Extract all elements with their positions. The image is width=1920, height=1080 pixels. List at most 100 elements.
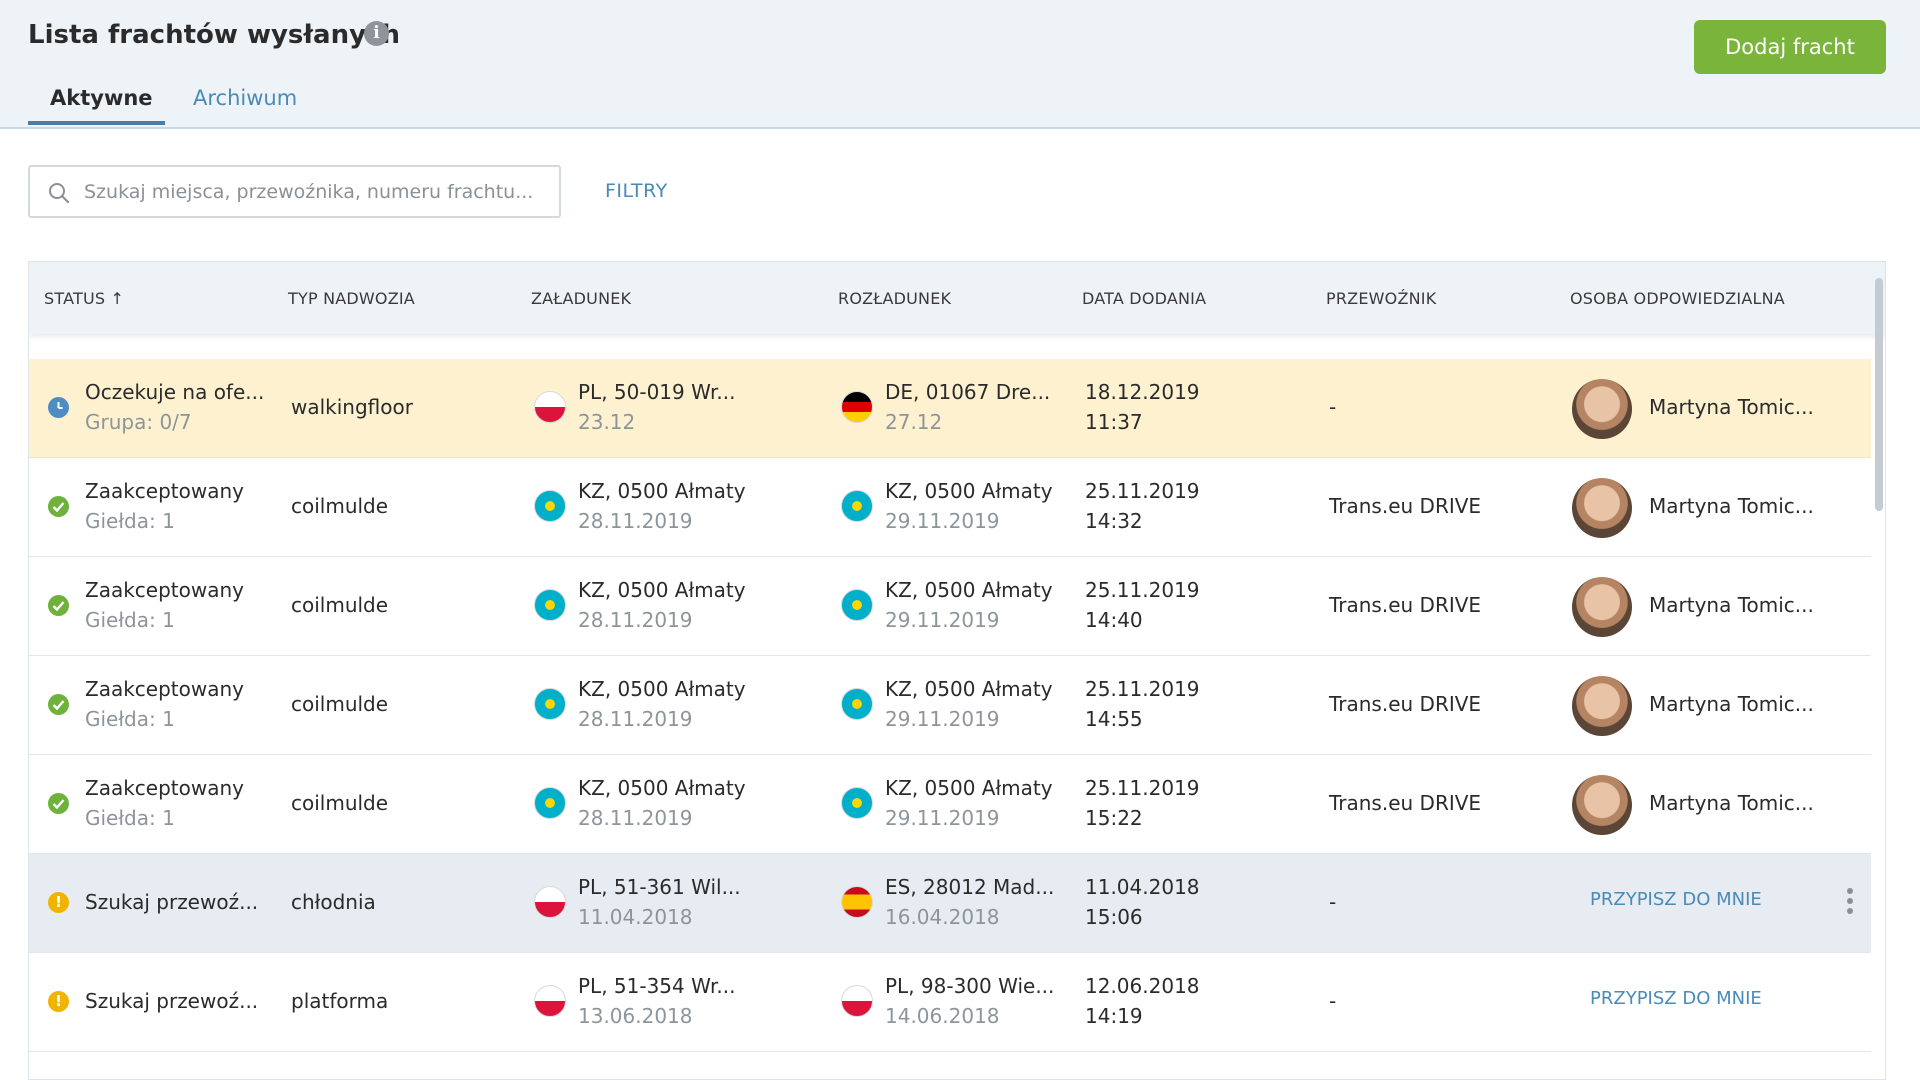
loading-place: KZ, 0500 Ałmaty: [578, 479, 746, 503]
date-added: 25.11.2019: [1085, 479, 1200, 503]
loading-date: 13.06.2018: [578, 1004, 693, 1028]
unloading-place: DE, 01067 Dre...: [885, 380, 1051, 404]
info-icon[interactable]: i: [364, 21, 389, 46]
unloading-date: 29.11.2019: [885, 707, 1000, 731]
table-row[interactable]: ! Szukaj przewoź... platforma PL, 51-354…: [29, 953, 1871, 1052]
time-added: 15:22: [1085, 806, 1143, 830]
flag-pl-icon: [534, 886, 566, 918]
loading-date: 28.11.2019: [578, 509, 693, 533]
table-row[interactable]: Zaakceptowany Giełda: 1 coilmulde KZ, 05…: [29, 458, 1871, 557]
tab-archive[interactable]: Archiwum: [193, 86, 298, 110]
search-input[interactable]: [84, 177, 550, 207]
carrier: -: [1329, 395, 1337, 419]
time-added: 11:37: [1085, 410, 1143, 434]
loading-date: 23.12: [578, 410, 636, 434]
loading-place: PL, 51-361 Wil...: [578, 875, 741, 899]
date-added: 25.11.2019: [1085, 677, 1200, 701]
flag-de-icon: [841, 391, 873, 423]
flag-kz-icon: [534, 688, 566, 720]
page-header: Lista frachtów wysłanych i Dodaj fracht …: [0, 0, 1920, 129]
table-row[interactable]: Zaakceptowany Giełda: 1 coilmulde KZ, 05…: [29, 656, 1871, 755]
body-type: chłodnia: [291, 890, 376, 914]
flag-kz-icon: [841, 589, 873, 621]
table-row[interactable]: ! Szukaj przewoź... chłodnia PL, 51-361 …: [29, 854, 1871, 953]
unloading-place: ES, 28012 Mad...: [885, 875, 1055, 899]
table-row[interactable]: Oczekuje na ofe... Grupa: 0/7 walkingflo…: [29, 359, 1871, 458]
body-type: coilmulde: [291, 791, 389, 815]
loading-date: 28.11.2019: [578, 707, 693, 731]
unloading-place: KZ, 0500 Ałmaty: [885, 578, 1053, 602]
date-added: 25.11.2019: [1085, 776, 1200, 800]
flag-kz-icon: [534, 787, 566, 819]
status-text: Szukaj przewoź...: [85, 989, 259, 1013]
responsible-person: Martyna Tomic...: [1649, 791, 1814, 815]
unloading-date: 29.11.2019: [885, 509, 1000, 533]
avatar: [1572, 775, 1632, 835]
search-icon: [49, 183, 70, 204]
time-added: 14:40: [1085, 608, 1143, 632]
unloading-date: 16.04.2018: [885, 905, 1000, 929]
flag-pl-icon: [534, 391, 566, 423]
unloading-place: PL, 98-300 Wie...: [885, 974, 1055, 998]
status-text: Oczekuje na ofe...: [85, 380, 265, 404]
column-header-responsible[interactable]: OSOBA ODPOWIEDZIALNA: [1570, 289, 1785, 308]
flag-kz-icon: [534, 490, 566, 522]
status-subtext: Giełda: 1: [85, 806, 175, 830]
column-header-unloading[interactable]: ROZŁADUNEK: [838, 289, 952, 308]
page-title: Lista frachtów wysłanych: [28, 20, 400, 50]
flag-kz-icon: [841, 688, 873, 720]
loading-place: KZ, 0500 Ałmaty: [578, 776, 746, 800]
body-type: coilmulde: [291, 692, 389, 716]
avatar: [1572, 577, 1632, 637]
column-header-status[interactable]: STATUS ↑: [44, 289, 125, 308]
assign-to-me-link[interactable]: PRZYPISZ DO MNIE: [1590, 889, 1762, 910]
status-subtext: Giełda: 1: [85, 509, 175, 533]
freight-table: STATUS ↑ TYP NADWOZIA ZAŁADUNEK ROZŁADUN…: [28, 261, 1886, 1080]
loading-place: KZ, 0500 Ałmaty: [578, 578, 746, 602]
table-row[interactable]: Zaakceptowany Giełda: 1 coilmulde KZ, 05…: [29, 557, 1871, 656]
check-icon: [48, 595, 69, 616]
date-added: 25.11.2019: [1085, 578, 1200, 602]
loading-place: KZ, 0500 Ałmaty: [578, 677, 746, 701]
add-freight-button[interactable]: Dodaj fracht: [1694, 20, 1886, 74]
warning-icon: !: [48, 892, 69, 913]
column-header-date-added[interactable]: DATA DODANIA: [1082, 289, 1207, 308]
check-icon: [48, 496, 69, 517]
unloading-date: 29.11.2019: [885, 806, 1000, 830]
body-type: coilmulde: [291, 494, 389, 518]
column-header-loading[interactable]: ZAŁADUNEK: [531, 289, 632, 308]
unloading-place: KZ, 0500 Ałmaty: [885, 776, 1053, 800]
loading-date: 28.11.2019: [578, 608, 693, 632]
unloading-date: 14.06.2018: [885, 1004, 1000, 1028]
unloading-date: 29.11.2019: [885, 608, 1000, 632]
time-added: 14:55: [1085, 707, 1143, 731]
clock-icon: [48, 397, 69, 418]
carrier: Trans.eu DRIVE: [1329, 692, 1482, 716]
status-text: Szukaj przewoź...: [85, 890, 259, 914]
responsible-person: Martyna Tomic...: [1649, 692, 1814, 716]
avatar: [1572, 676, 1632, 736]
more-options-icon[interactable]: [1846, 888, 1854, 918]
time-added: 14:19: [1085, 1004, 1143, 1028]
assign-to-me-link[interactable]: PRZYPISZ DO MNIE: [1590, 988, 1762, 1009]
time-added: 15:06: [1085, 905, 1143, 929]
flag-pl-icon: [841, 985, 873, 1017]
carrier: Trans.eu DRIVE: [1329, 593, 1482, 617]
loading-date: 28.11.2019: [578, 806, 693, 830]
time-added: 14:32: [1085, 509, 1143, 533]
loading-place: PL, 50-019 Wr...: [578, 380, 736, 404]
status-subtext: Grupa: 0/7: [85, 410, 192, 434]
carrier: Trans.eu DRIVE: [1329, 791, 1482, 815]
scrollbar-thumb[interactable]: [1875, 278, 1883, 511]
column-header-body-type[interactable]: TYP NADWOZIA: [288, 289, 415, 308]
search-box[interactable]: [28, 165, 561, 218]
tab-active[interactable]: Aktywne: [50, 86, 153, 110]
status-text: Zaakceptowany: [85, 776, 244, 800]
unloading-place: KZ, 0500 Ałmaty: [885, 479, 1053, 503]
column-header-carrier[interactable]: PRZEWOŹNIK: [1326, 289, 1437, 308]
table-row[interactable]: Zaakceptowany Giełda: 1 coilmulde KZ, 05…: [29, 755, 1871, 854]
unloading-date: 27.12: [885, 410, 943, 434]
date-added: 11.04.2018: [1085, 875, 1200, 899]
filters-link[interactable]: FILTRY: [605, 180, 668, 202]
check-icon: [48, 694, 69, 715]
